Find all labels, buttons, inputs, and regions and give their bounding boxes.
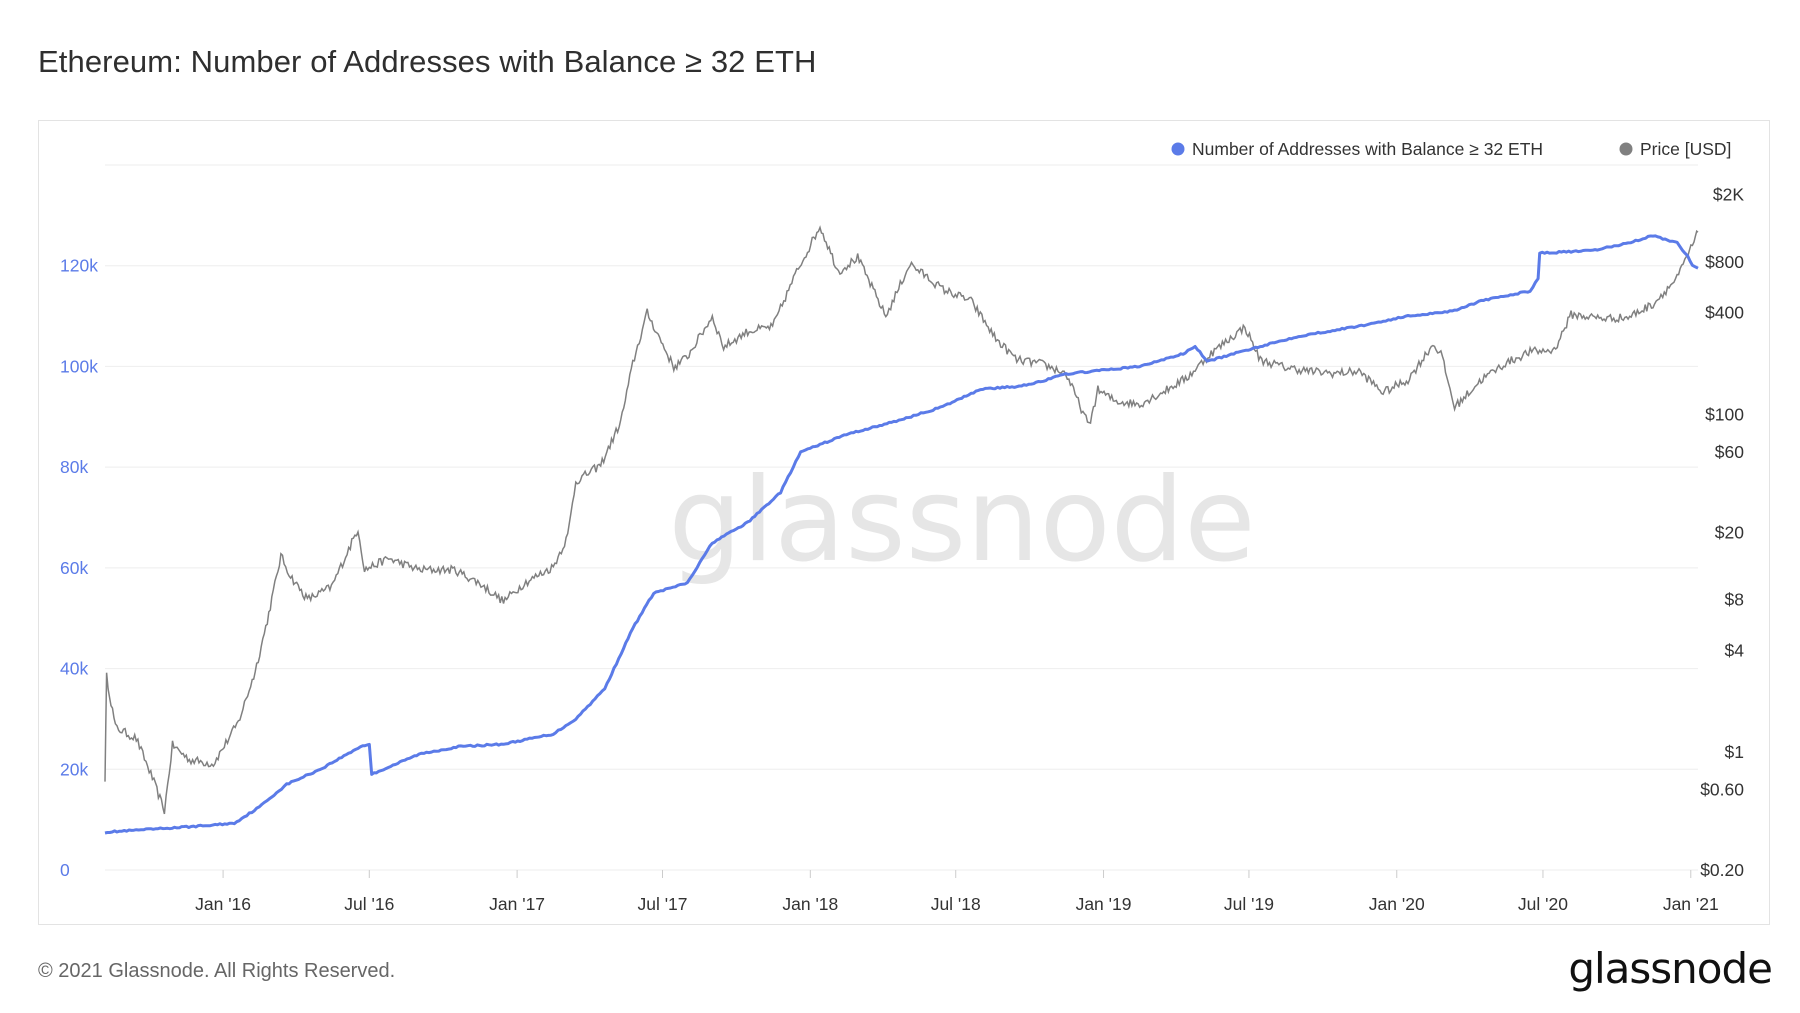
chart-title: Ethereum: Number of Addresses with Balan… (38, 44, 817, 79)
left-tick-label: 40k (60, 659, 88, 679)
x-tick-label: Jan '21 (1663, 894, 1719, 914)
left-axis: 0 20k 40k 60k 80k 100k 120k (60, 256, 98, 880)
right-tick-label: $0.20 (1700, 860, 1744, 880)
left-tick-label: 60k (60, 558, 88, 578)
right-tick-label: $2K (1713, 185, 1744, 205)
x-tick-label: Jul '18 (931, 894, 981, 914)
right-tick-label: $100 (1705, 404, 1744, 424)
left-tick-label: 80k (60, 457, 88, 477)
x-tick-label: Jul '16 (344, 894, 394, 914)
x-tick-label: Jan '18 (782, 894, 838, 914)
right-tick-label: $20 (1715, 522, 1744, 542)
x-tick-label: Jan '16 (195, 894, 251, 914)
watermark: glassnode (668, 453, 1255, 588)
right-tick-label: $4 (1725, 640, 1745, 660)
left-tick-label: 120k (60, 256, 98, 276)
right-tick-label: $1 (1725, 742, 1744, 762)
legend: Number of Addresses with Balance ≥ 32 ET… (1171, 139, 1731, 159)
right-tick-label: $800 (1705, 252, 1744, 272)
brand-logo: glassnode (1568, 944, 1773, 993)
addresses-line (104, 234, 1699, 835)
right-tick-label: $60 (1715, 442, 1744, 462)
right-tick-label: $8 (1725, 590, 1744, 610)
legend-dot-addresses (1171, 142, 1185, 156)
legend-label-addresses: Number of Addresses with Balance ≥ 32 ET… (1192, 139, 1543, 159)
left-tick-label: 20k (60, 759, 88, 779)
series-lines (104, 225, 1699, 835)
x-axis: Jan '16 Jul '16 Jan '17 Jul '17 Jan '18 Jul '… (195, 870, 1719, 914)
x-tick-label: Jan '20 (1369, 894, 1425, 914)
x-tick-label: Jul '20 (1518, 894, 1568, 914)
legend-dot-price (1619, 142, 1633, 156)
right-axis: $0.20 $0.60 $1 $4 $8 $20 $60 $100 $400 $800 $2K (1700, 185, 1744, 880)
left-tick-label: 100k (60, 356, 98, 376)
x-tick-label: Jan '17 (489, 894, 545, 914)
left-tick-label: 0 (60, 860, 70, 880)
right-tick-label: $400 (1705, 303, 1744, 323)
x-tick-label: Jul '17 (637, 894, 687, 914)
right-tick-label: $0.60 (1700, 779, 1744, 799)
x-tick-label: Jul '19 (1224, 894, 1274, 914)
price-usd-line (104, 225, 1699, 815)
legend-label-price: Price [USD] (1640, 139, 1731, 159)
x-tick-label: Jan '19 (1076, 894, 1132, 914)
chart-panel (38, 120, 1770, 925)
copyright-text: © 2021 Glassnode. All Rights Reserved. (38, 960, 396, 982)
